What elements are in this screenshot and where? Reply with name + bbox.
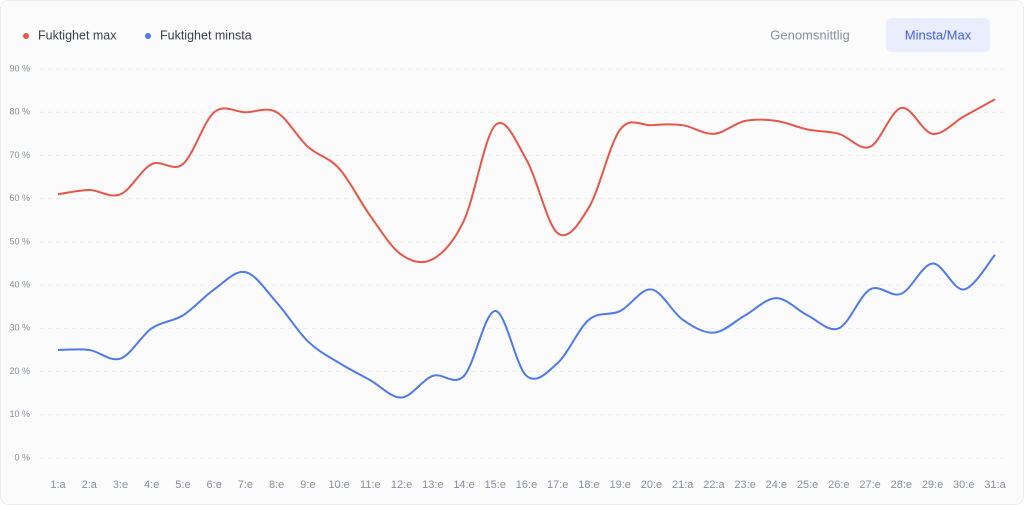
- toggle-button[interactable]: Minsta/Max: [905, 27, 972, 42]
- x-tick-label: 15:e: [485, 479, 506, 491]
- x-tick-label: 8:e: [269, 479, 284, 491]
- x-tick-label: 28:e: [891, 479, 912, 491]
- y-tick-label: 60 %: [9, 193, 30, 203]
- legend-dot: [23, 33, 29, 39]
- legend-label[interactable]: Fuktighet minsta: [160, 28, 252, 42]
- x-tick-label: 16:e: [516, 479, 537, 491]
- legend-label[interactable]: Fuktighet max: [38, 28, 117, 42]
- y-tick-label: 50 %: [9, 236, 30, 246]
- y-tick-label: 40 %: [9, 279, 30, 289]
- x-tick-label: 27:e: [859, 479, 880, 491]
- x-tick-label: 13:e: [422, 479, 443, 491]
- x-tick-label: 20:e: [641, 479, 662, 491]
- x-tick-label: 7:e: [238, 479, 253, 491]
- y-tick-label: 80 %: [9, 107, 30, 117]
- x-tick-label: 1:a: [50, 479, 66, 491]
- series-line: [57, 98, 996, 264]
- y-tick-label: 30 %: [9, 323, 30, 333]
- x-tick-label: 17:e: [547, 479, 568, 491]
- x-tick-label: 19:e: [609, 479, 630, 491]
- legend-dot: [145, 33, 151, 39]
- x-tick-label: 9:e: [300, 479, 315, 491]
- y-tick-label: 20 %: [9, 366, 30, 376]
- x-tick-label: 5:e: [175, 479, 190, 491]
- x-tick-label: 3:e: [113, 479, 128, 491]
- y-tick-label: 70 %: [9, 150, 30, 160]
- y-tick-label: 10 %: [9, 409, 30, 419]
- x-tick-label: 11:e: [360, 479, 381, 491]
- x-tick-label: 24:e: [766, 479, 787, 491]
- x-tick-label: 26:e: [828, 479, 849, 491]
- x-tick-label: 29:e: [922, 479, 943, 491]
- series-line: [57, 254, 996, 399]
- x-tick-label: 10:e: [328, 479, 349, 491]
- x-tick-label: 2:a: [82, 479, 98, 491]
- y-tick-label: 0 %: [14, 452, 30, 462]
- button-bg[interactable]: [886, 18, 990, 52]
- x-tick-label: 6:e: [207, 479, 222, 491]
- x-tick-label: 12:e: [391, 479, 412, 491]
- x-tick-label: 14:e: [453, 479, 474, 491]
- x-tick-label: 25:e: [797, 479, 818, 491]
- x-tick-label: 4:e: [144, 479, 159, 491]
- x-tick-label: 30:e: [953, 479, 974, 491]
- x-tick-label: 22:a: [703, 479, 725, 491]
- x-tick-label: 31:a: [984, 479, 1006, 491]
- y-tick-label: 90 %: [9, 63, 30, 73]
- toggle-button[interactable]: Genomsnittlig: [770, 27, 849, 42]
- x-tick-label: 18:e: [578, 479, 599, 491]
- x-tick-label: 21:a: [672, 479, 694, 491]
- x-tick-label: 23:e: [734, 479, 755, 491]
